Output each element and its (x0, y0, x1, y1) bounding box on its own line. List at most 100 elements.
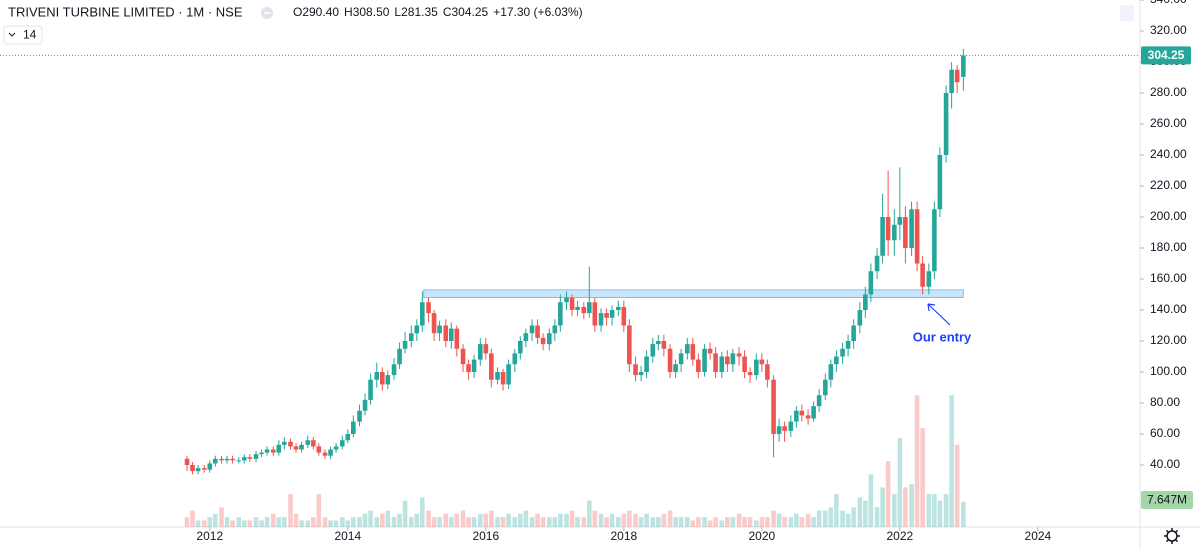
volume-bar (633, 513, 638, 527)
candle-body (834, 356, 839, 365)
candle-body (471, 359, 477, 372)
volume-bar (678, 517, 684, 527)
legend-item: C304.25 (443, 5, 489, 19)
candle-body (219, 458, 224, 461)
candle-body (391, 364, 397, 376)
volume-bar (937, 500, 943, 527)
volume-bar (788, 517, 794, 527)
candle-body (811, 406, 816, 419)
candle-body (310, 440, 316, 447)
volume-bar (288, 494, 293, 527)
y-tick-label: 160.00 (1150, 271, 1187, 285)
candle-body (747, 372, 753, 376)
volume-bar (823, 510, 828, 527)
volume-bar (707, 520, 713, 527)
volume-bar (259, 520, 264, 527)
candle-body (621, 306, 627, 326)
x-tick-label: 2024 (1025, 529, 1052, 543)
volume-bar (333, 520, 339, 527)
volume-bar (874, 507, 880, 527)
volume-bar (316, 494, 322, 527)
volume-bar (414, 513, 420, 527)
volume-bar (471, 517, 477, 527)
ohlc-legend: O290.40 H308.50 L281.35 C304.25 +17.30 (+6.0… (293, 5, 583, 19)
settings-icon[interactable] (1164, 528, 1180, 544)
volume-bar (868, 474, 874, 527)
candle-body (788, 421, 794, 431)
volume-bar (880, 487, 885, 527)
candle-body (725, 356, 730, 365)
volume-bar (546, 517, 552, 527)
candle-body (558, 302, 563, 326)
volume-bar (943, 494, 949, 527)
volume-bar (397, 513, 402, 527)
volume-bar (190, 510, 195, 527)
candle-body (276, 444, 282, 453)
candle-body (195, 468, 201, 472)
candle-body (627, 325, 632, 365)
candle-body (552, 325, 558, 334)
volume-bar (811, 517, 816, 527)
side-button[interactable] (1120, 5, 1134, 21)
volume-bar (328, 520, 333, 527)
volume-bar (460, 510, 466, 527)
candle-body (949, 69, 954, 93)
last-volume-label: 7.647M (1147, 493, 1187, 507)
y-tick-label: 80.00 (1150, 395, 1180, 409)
y-tick-label: 120.00 (1150, 333, 1187, 347)
candle-body (362, 399, 368, 411)
candle-body (328, 449, 333, 456)
candle-body (374, 372, 380, 380)
volume-bar (616, 517, 621, 527)
candle-body (569, 297, 575, 310)
volume-bar (949, 395, 954, 527)
chevron (8, 32, 16, 37)
candle-body (828, 364, 834, 380)
candle-body (282, 441, 287, 445)
candle-body (518, 341, 523, 354)
candle-body (776, 426, 782, 434)
candle-body (598, 313, 604, 326)
candle-body (408, 333, 414, 341)
volume-bar (426, 510, 431, 527)
volume-bar (834, 494, 839, 527)
candle-body (259, 452, 264, 455)
volume-bar (247, 520, 253, 527)
volume-bar (374, 517, 380, 527)
volume-bar (431, 517, 437, 527)
candle-body (592, 302, 598, 326)
candle-body (489, 353, 494, 380)
candle-body (535, 325, 540, 338)
volume-bar (443, 513, 449, 527)
candle-body (345, 434, 351, 441)
volume-bar (512, 517, 518, 527)
volume-bar (454, 513, 460, 527)
candle-body (426, 302, 431, 314)
volume-bar (667, 510, 673, 527)
volume-bar (765, 517, 770, 527)
volume-bar (656, 517, 661, 527)
volume-bar (282, 517, 287, 527)
candle-body (816, 395, 822, 407)
candle-body (885, 217, 891, 241)
candle-body (564, 297, 569, 303)
volume-bar (776, 513, 782, 527)
candle-body (299, 444, 304, 450)
candle-body (420, 302, 425, 326)
volume-bar (920, 428, 925, 527)
volume-bar (391, 517, 397, 527)
candle-body (523, 333, 529, 341)
candle-body (380, 372, 385, 385)
volume-bar (794, 513, 799, 527)
y-tick-label: 40.00 (1150, 457, 1180, 471)
x-tick-label: 2020 (748, 529, 775, 543)
indicator-box[interactable] (3, 25, 43, 45)
volume-bar (730, 517, 736, 527)
volume-bar (581, 517, 587, 527)
candle-body (782, 426, 787, 431)
volume-bar (719, 520, 725, 527)
x-tick-label: 2016 (472, 529, 499, 543)
candle-body (253, 454, 259, 459)
volume-bar (437, 517, 442, 527)
